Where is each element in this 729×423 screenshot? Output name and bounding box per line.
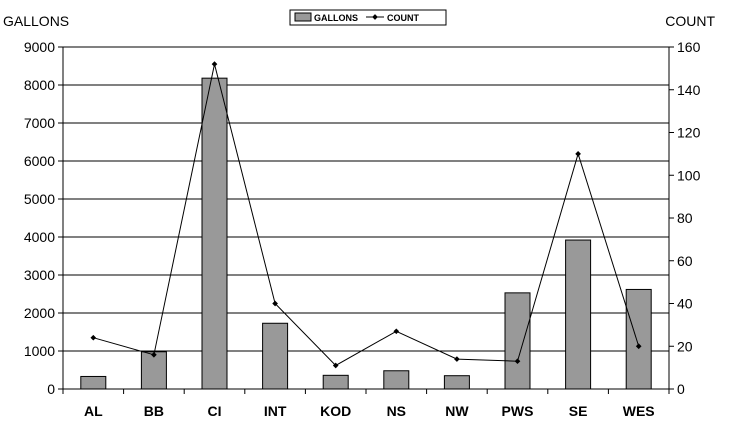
bar-nw — [443, 375, 470, 390]
left-tick-label-4: 4000 — [24, 229, 55, 245]
left-tick-label-8: 8000 — [24, 77, 55, 93]
left-tick-label-0: 0 — [47, 381, 55, 397]
right-tick-label-2: 40 — [677, 296, 693, 312]
left-tick-label-6: 6000 — [24, 153, 55, 169]
right-tick-label-4: 80 — [677, 210, 693, 226]
right-tick-label-1: 20 — [677, 338, 693, 354]
left-tick-label-5: 5000 — [24, 191, 55, 207]
category-label-wes: WES — [623, 403, 655, 419]
legend: GALLONS COUNT — [289, 9, 447, 26]
left-tick-label-9: 9000 — [24, 39, 55, 55]
right-tick-label-8: 160 — [677, 39, 701, 55]
category-label-al: AL — [84, 403, 103, 419]
count-line — [93, 63, 640, 367]
count-point-pws — [514, 358, 521, 365]
right-axis-ticks: 0 20 40 60 80 100 120 140 160 — [669, 39, 701, 397]
bar-series-gallons — [80, 77, 652, 390]
left-axis-ticks: 0 1000 2000 3000 4000 5000 6000 7000 8000 9000 — [24, 39, 63, 397]
right-tick-label-0: 0 — [677, 381, 685, 397]
category-label-se: SE — [569, 403, 588, 419]
count-point-al — [90, 334, 97, 341]
count-point-nw — [454, 356, 460, 362]
left-tick-label-7: 7000 — [24, 115, 55, 131]
bar-al — [80, 375, 107, 390]
category-labels: AL BB CI INT KOD NS NW PWS SE WES — [84, 403, 655, 419]
legend-label-count: COUNT — [387, 13, 419, 23]
right-tick-label-6: 120 — [677, 125, 701, 141]
category-label-pws: PWS — [502, 403, 534, 419]
category-label-ns: NS — [387, 403, 406, 419]
category-label-bb: BB — [144, 403, 164, 419]
right-tick-label-7: 140 — [677, 82, 701, 98]
bar-se — [565, 239, 592, 390]
count-point-se — [575, 151, 581, 157]
bar-pws — [504, 292, 531, 390]
category-label-int: INT — [264, 403, 287, 419]
count-point-wes — [635, 343, 642, 350]
count-point-ci — [211, 61, 218, 67]
bar-wes — [625, 288, 652, 390]
count-point-int — [272, 300, 278, 307]
bar-bb — [140, 351, 167, 390]
bar-ci — [201, 77, 228, 390]
left-axis-title: GALLONS — [3, 13, 69, 29]
right-tick-label-5: 100 — [677, 167, 701, 183]
left-tick-label-3: 3000 — [24, 267, 55, 283]
right-tick-label-3: 60 — [677, 253, 693, 269]
right-axis-title: COUNT — [665, 13, 715, 29]
left-tick-label-1: 1000 — [24, 343, 55, 359]
line-series-count — [90, 61, 642, 369]
bar-kod — [322, 374, 349, 390]
left-tick-label-2: 2000 — [24, 305, 55, 321]
category-label-kod: KOD — [320, 403, 351, 419]
category-label-nw: NW — [445, 403, 469, 419]
gridlines — [63, 46, 669, 352]
count-point-kod — [332, 362, 339, 369]
legend-label-gallons: GALLONS — [314, 13, 358, 23]
count-point-bb — [151, 351, 157, 358]
bar-int — [262, 322, 289, 390]
legend-swatch-gallons — [294, 12, 312, 22]
category-label-ci: CI — [208, 403, 222, 419]
bar-ns — [383, 370, 410, 390]
count-point-ns — [393, 328, 400, 335]
